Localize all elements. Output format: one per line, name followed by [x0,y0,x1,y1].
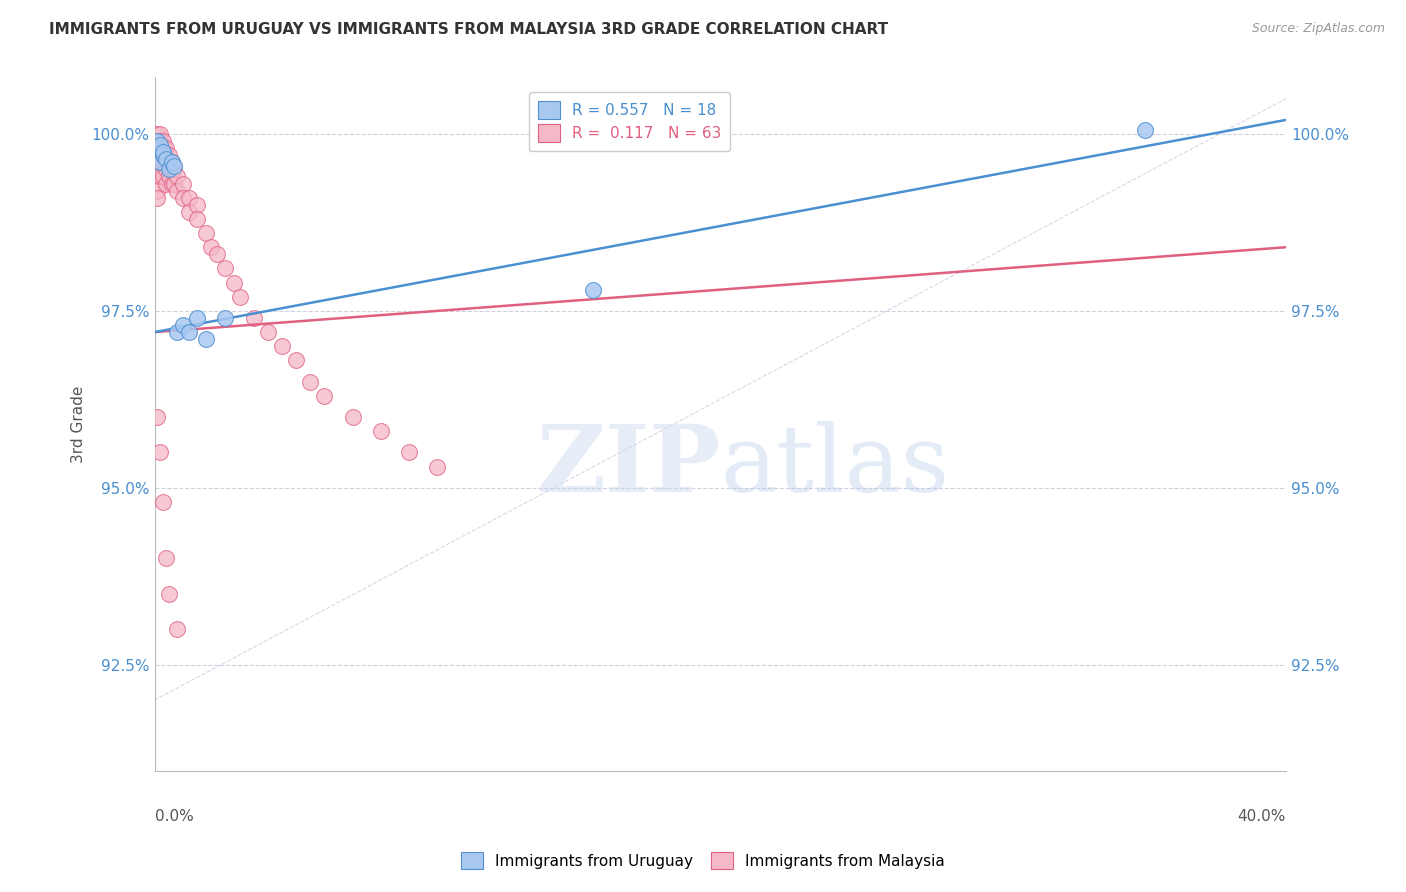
Point [149,148,172,162]
Point [146,134,169,148]
Point [149,141,172,155]
Point [146,184,169,198]
Text: Source: ZipAtlas.com: Source: ZipAtlas.com [1251,22,1385,36]
Point [146,191,169,205]
Point [146,141,169,155]
Point [163,177,186,191]
Point [186,211,208,226]
Point [163,162,186,177]
Point [342,409,364,424]
Point [214,261,236,276]
Point [146,169,169,184]
Point [157,162,180,177]
Point [398,445,420,459]
Point [172,177,194,191]
Point [242,310,264,325]
Point [177,191,200,205]
Point [177,204,200,219]
Point [155,152,177,166]
Point [166,169,188,184]
Point [186,310,208,325]
Point [166,184,188,198]
Point [155,141,177,155]
Point [177,325,200,339]
Point [194,332,217,346]
Point [271,339,294,353]
Point [426,459,449,474]
Point [160,162,183,177]
Point [152,155,174,169]
Point [285,353,308,368]
Point [160,155,183,169]
Point [146,155,169,169]
Point [155,148,177,162]
Point [194,226,217,240]
Legend: Immigrants from Uruguay, Immigrants from Malaysia: Immigrants from Uruguay, Immigrants from… [456,846,950,875]
Point [157,587,180,601]
Point [146,162,169,177]
Point [149,445,172,459]
Point [146,409,169,424]
Point [222,276,245,290]
Point [152,141,174,155]
Point [157,169,180,184]
Point [146,127,169,141]
Point [146,148,169,162]
Y-axis label: 3rd Grade: 3rd Grade [72,385,86,463]
Point [160,177,183,191]
Point [157,155,180,169]
Point [200,240,222,254]
Point [160,155,183,169]
Point [155,162,177,177]
Point [149,155,172,169]
Point [299,375,322,389]
Text: 0.0%: 0.0% [155,809,194,824]
Point [149,127,172,141]
Point [155,177,177,191]
Point [370,424,392,438]
Text: 40.0%: 40.0% [1237,809,1286,824]
Point [314,389,336,403]
Point [582,283,605,297]
Point [152,148,174,162]
Point [146,177,169,191]
Point [228,290,250,304]
Point [149,134,172,148]
Point [214,310,236,325]
Legend: R = 0.557   N = 18, R =  0.117   N = 63: R = 0.557 N = 18, R = 0.117 N = 63 [529,92,731,151]
Point [166,622,188,636]
Point [149,137,172,152]
Point [256,325,278,339]
Point [149,155,172,169]
Point [152,169,174,184]
Text: IMMIGRANTS FROM URUGUAY VS IMMIGRANTS FROM MALAYSIA 3RD GRADE CORRELATION CHART: IMMIGRANTS FROM URUGUAY VS IMMIGRANTS FR… [49,22,889,37]
Point [146,141,169,155]
Point [186,198,208,212]
Point [166,325,188,339]
Text: ZIP: ZIP [536,421,720,510]
Point [155,551,177,566]
Point [1133,123,1156,137]
Point [152,145,174,159]
Point [163,159,186,173]
Point [149,169,172,184]
Point [146,134,169,148]
Text: atlas: atlas [720,421,949,510]
Point [157,148,180,162]
Point [172,191,194,205]
Point [152,495,174,509]
Point [152,134,174,148]
Point [152,148,174,162]
Point [172,318,194,332]
Point [205,247,228,261]
